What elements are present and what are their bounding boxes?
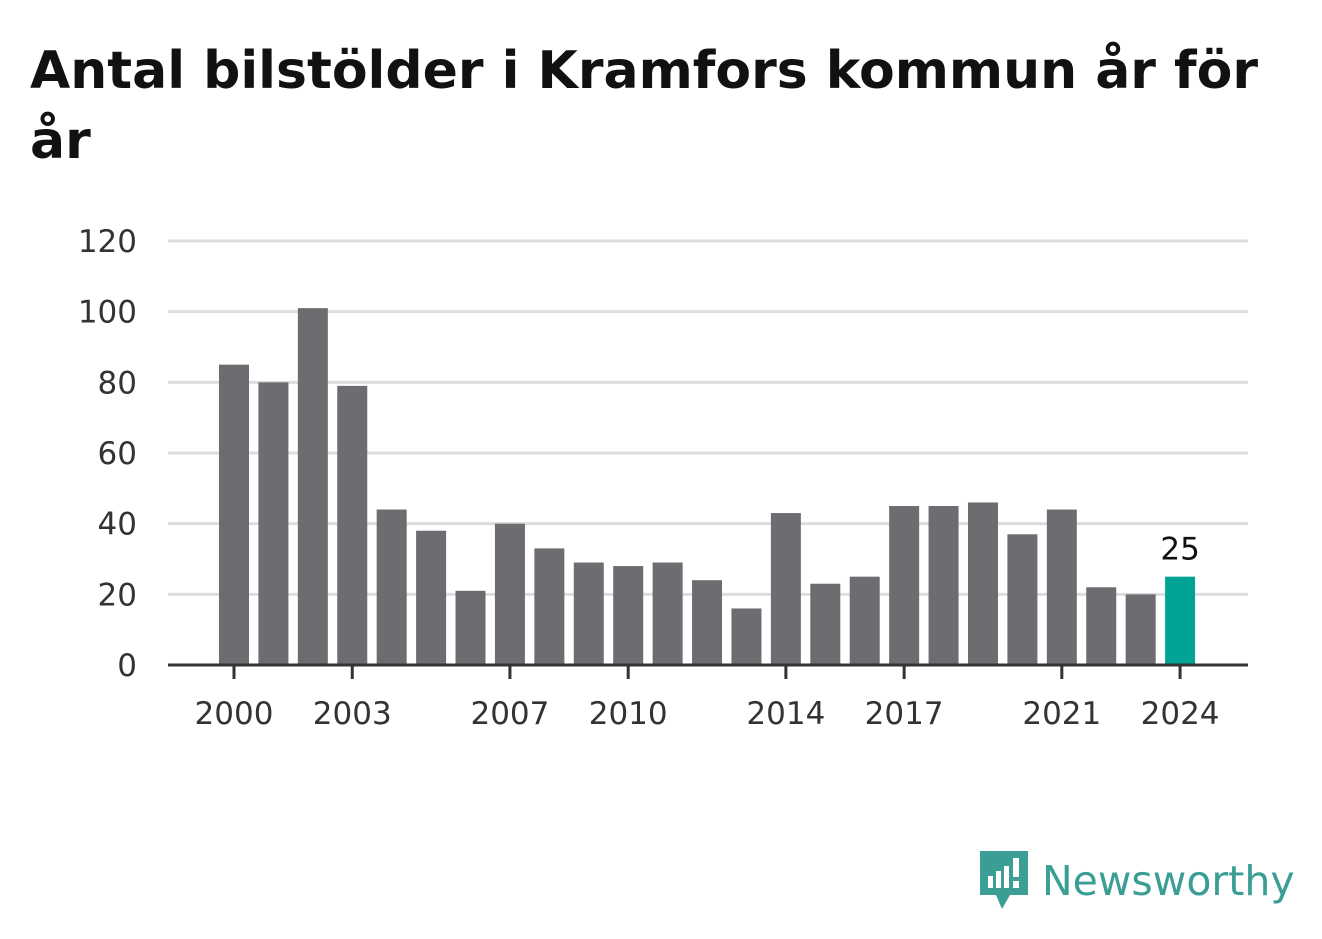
x-tick-label: 2007 [470, 696, 549, 732]
bar [889, 506, 920, 665]
bar [849, 576, 880, 665]
bar [967, 502, 998, 665]
x-tick-label: 2003 [313, 696, 392, 732]
bar [258, 382, 289, 665]
bar [1125, 594, 1156, 665]
bar [297, 308, 328, 665]
bar [494, 523, 525, 665]
bar [1165, 576, 1196, 665]
bar [455, 590, 486, 665]
chart-title: Antal bilstölder i Kramfors kommun år fö… [30, 41, 1259, 171]
bar [731, 608, 762, 665]
y-tick-label: 20 [98, 577, 137, 613]
bar [1086, 587, 1117, 665]
bar [810, 583, 841, 665]
annotations: 25 [1160, 532, 1199, 568]
x-tick-label: 2017 [865, 696, 944, 732]
bar [534, 548, 565, 665]
y-axis-labels: 0 20 40 60 80 100 120 [78, 224, 137, 684]
brand-name: Newsworthy [1042, 857, 1295, 905]
x-tick-label: 2014 [746, 696, 825, 732]
bar [573, 562, 604, 665]
highlight-value-label: 25 [1160, 532, 1199, 568]
bar [1046, 509, 1077, 665]
y-tick-label: 60 [98, 436, 137, 472]
bar [613, 566, 644, 665]
bar [770, 513, 801, 665]
bar [376, 509, 407, 665]
newsworthy-logo-icon [980, 851, 1028, 909]
x-tick-label: 2021 [1022, 696, 1101, 732]
y-tick-label: 120 [78, 224, 137, 260]
grid-lines [168, 239, 1248, 596]
newsworthy-brand: Newsworthy [980, 850, 1295, 912]
y-tick-label: 40 [98, 507, 137, 543]
x-axis: 2000 2003 2007 2010 2014 2017 2021 2024 [168, 663, 1248, 732]
bar [337, 385, 368, 665]
bar [416, 530, 447, 665]
y-tick-label: 80 [98, 365, 137, 401]
bar [692, 580, 723, 665]
bar [652, 562, 683, 665]
x-tick-label: 2010 [589, 696, 668, 732]
bars [219, 308, 1196, 665]
x-tick-label: 2000 [195, 696, 274, 732]
y-tick-label: 100 [78, 295, 137, 331]
bar [1007, 534, 1038, 665]
y-tick-label: 0 [117, 648, 137, 684]
bar [928, 506, 959, 665]
x-tick-label: 2024 [1141, 696, 1220, 732]
bar [219, 364, 249, 665]
